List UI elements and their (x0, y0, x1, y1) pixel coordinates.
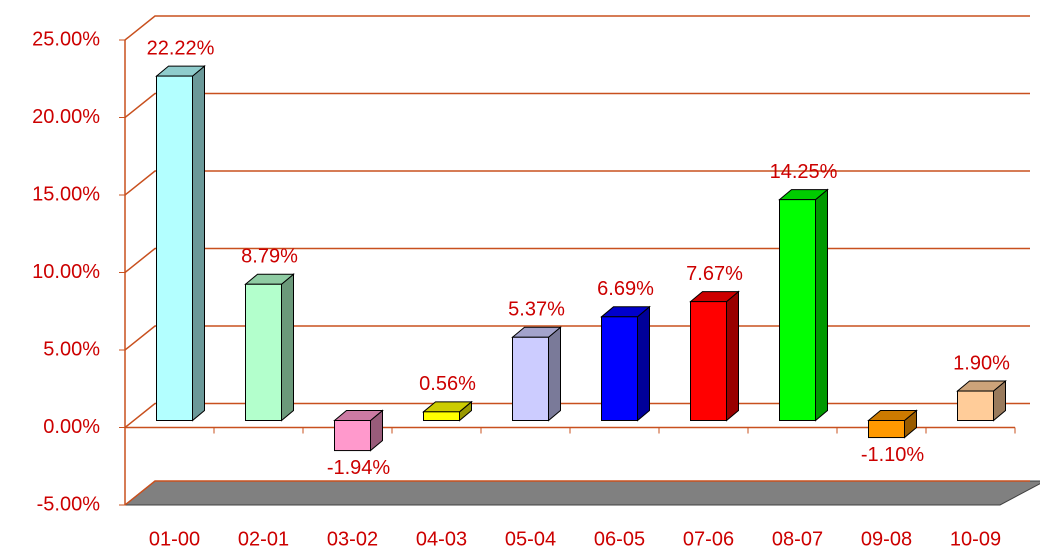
x-tick-label: 10-09 (950, 528, 1001, 550)
y-tick-label: 0.00% (43, 416, 100, 438)
grid-line (124, 480, 1030, 506)
x-tick-label: 03-02 (327, 528, 378, 550)
y-tick-label: -5.00% (37, 493, 101, 515)
data-label: 8.79% (241, 246, 298, 268)
grid-line (124, 15, 1030, 41)
bar-side (726, 290, 739, 422)
x-tick-label: 01-00 (149, 528, 200, 550)
bar (601, 316, 638, 421)
data-label: 1.90% (953, 352, 1010, 374)
bar-side (637, 305, 650, 422)
bar (690, 301, 727, 421)
grid-line (124, 92, 1030, 119)
bar-side (192, 65, 205, 422)
x-tick-label: 06-05 (594, 528, 645, 550)
x-tick-label: 05-04 (505, 528, 556, 550)
y-tick-label: 10.00% (32, 261, 100, 283)
grid-line (124, 170, 1030, 196)
bar (156, 75, 193, 421)
data-label: 7.67% (686, 263, 743, 285)
data-label: -1.10% (861, 444, 925, 466)
grid-line (124, 247, 1030, 274)
bar (423, 411, 460, 422)
x-tick-label: 02-01 (238, 528, 289, 550)
data-label: -1.94% (327, 457, 391, 479)
bar (868, 420, 905, 439)
data-label: 6.69% (597, 278, 654, 300)
bar-side (815, 188, 828, 422)
y-tick-label: 5.00% (43, 338, 100, 360)
x-tick-label: 07-06 (683, 528, 734, 550)
bar (779, 199, 816, 421)
data-label: 0.56% (419, 373, 476, 395)
bar (957, 390, 994, 421)
data-label: 22.22% (147, 37, 215, 59)
data-label: 5.37% (508, 299, 565, 321)
y-tick-label: 15.00% (32, 183, 100, 205)
y-tick-label: 25.00% (32, 28, 100, 50)
x-tick-label: 09-08 (861, 528, 912, 550)
x-tick-label: 04-03 (416, 528, 467, 550)
bar-side (548, 326, 561, 422)
x-tick-label: 08-07 (772, 528, 823, 550)
y-tick-label: 20.00% (32, 106, 100, 128)
bar-side (281, 273, 294, 422)
data-label: 14.25% (770, 161, 838, 183)
bar (245, 283, 282, 421)
floor (123, 480, 1040, 506)
bar (512, 336, 549, 422)
bar (334, 420, 371, 452)
